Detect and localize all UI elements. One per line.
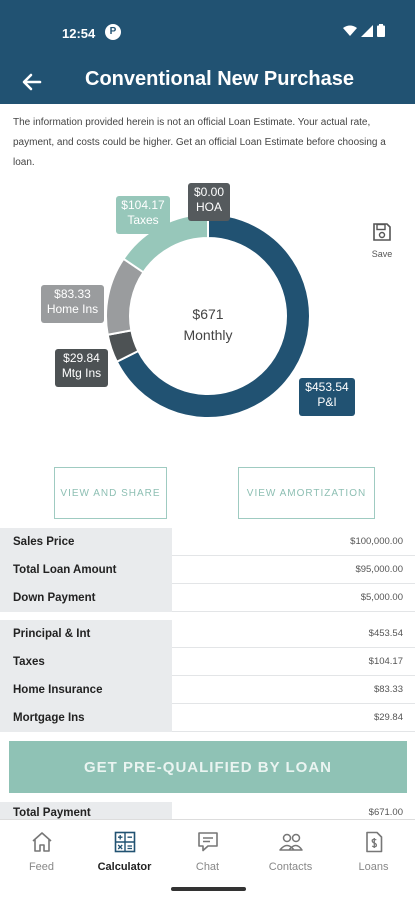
row-value: $83.33	[172, 676, 415, 704]
row-value: $100,000.00	[172, 528, 415, 556]
chip-hoa-value: $0.00	[193, 185, 225, 199]
table-row: Principal & Int $453.54	[0, 620, 415, 648]
row-label: Principal & Int	[0, 620, 172, 648]
loans-icon	[365, 831, 382, 853]
contacts-icon	[278, 833, 303, 851]
app-bar: Conventional New Purchase	[0, 60, 415, 104]
view-and-share-label: VIEW AND SHARE	[60, 487, 161, 499]
chip-home-ins-name: Home Ins	[46, 302, 99, 316]
chip-pi-value: $453.54	[305, 380, 349, 394]
table-row: Home Insurance $83.33	[0, 676, 415, 704]
row-value: $29.84	[172, 704, 415, 732]
table-row-partial: Total Payment $671.00	[0, 802, 415, 820]
table-row: Total Loan Amount $95,000.00	[0, 556, 415, 584]
table-row: Sales Price $100,000.00	[0, 528, 415, 556]
page-title: Conventional New Purchase	[85, 68, 354, 90]
nav-label: Contacts	[268, 861, 313, 873]
wifi-icon	[343, 25, 357, 36]
row-value: $453.54	[172, 620, 415, 648]
payment-breakdown-table: Principal & Int $453.54 Taxes $104.17 Ho…	[0, 620, 415, 732]
bottom-navigation: Feed Calculator Chat Contacts Loans	[0, 819, 415, 881]
slice-p-i	[115, 212, 311, 419]
center-value: $671	[192, 306, 223, 322]
slice-taxes	[122, 212, 209, 274]
chip-taxes: $104.17 Taxes	[116, 196, 170, 234]
back-arrow-icon[interactable]	[18, 68, 46, 96]
chip-hoa-name: HOA	[195, 200, 222, 214]
nav-label: Loans	[358, 861, 389, 873]
row-label: Total Payment	[0, 802, 172, 820]
payment-donut-chart: $671 Monthly	[105, 212, 311, 419]
chip-hoa: $0.00 HOA	[188, 183, 230, 221]
status-time: 12:54	[62, 26, 96, 41]
home-gesture-bar[interactable]	[171, 887, 246, 891]
save-label: Save	[371, 249, 393, 259]
row-value: $104.17	[172, 648, 415, 676]
nav-item-calculator[interactable]: Calculator	[83, 820, 166, 881]
chip-mtg-ins: $29.84 Mtg Ins	[55, 349, 108, 387]
row-label: Mortgage Ins	[0, 704, 172, 732]
view-and-share-button[interactable]: VIEW AND SHARE	[54, 467, 167, 519]
save-button[interactable]: Save	[368, 222, 396, 259]
battery-icon	[377, 24, 385, 37]
row-value: $95,000.00	[172, 556, 415, 584]
row-value: $671.00	[172, 802, 415, 820]
save-icon	[373, 223, 391, 241]
app-notification-icon: P	[105, 24, 121, 40]
calculator-icon	[114, 831, 135, 853]
slice-home-ins	[105, 257, 145, 336]
nav-item-feed[interactable]: Feed	[0, 820, 83, 881]
nav-item-contacts[interactable]: Contacts	[249, 820, 332, 881]
row-label: Sales Price	[0, 528, 172, 556]
loan-summary-table: Sales Price $100,000.00 Total Loan Amoun…	[0, 528, 415, 612]
signal-icon	[361, 24, 373, 37]
nav-item-loans[interactable]: Loans	[332, 820, 415, 881]
gesture-area	[0, 881, 415, 900]
chat-icon	[197, 832, 218, 852]
chip-taxes-value: $104.17	[121, 198, 165, 212]
chip-pi: $453.54 P&I	[299, 378, 355, 416]
table-row: Mortgage Ins $29.84	[0, 704, 415, 732]
view-amortization-label: VIEW AMORTIZATION	[246, 487, 367, 499]
nav-label: Calculator	[97, 861, 152, 873]
nav-label: Chat	[195, 861, 220, 873]
row-label: Taxes	[0, 648, 172, 676]
disclaimer-text: The information provided herein is not a…	[13, 117, 386, 168]
chip-home-ins-value: $83.33	[54, 287, 91, 301]
get-pre-qualified-label: GET PRE-QUALIFIED BY LOAN	[83, 758, 333, 776]
chip-taxes-name: Taxes	[127, 213, 159, 227]
chip-mtg-ins-value: $29.84	[63, 351, 100, 365]
row-label: Down Payment	[0, 584, 172, 612]
nav-item-chat[interactable]: Chat	[166, 820, 249, 881]
chip-mtg-ins-name: Mtg Ins	[61, 366, 102, 380]
table-row: Down Payment $5,000.00	[0, 584, 415, 612]
home-icon	[31, 832, 52, 852]
center-label: Monthly	[183, 327, 232, 343]
view-amortization-button[interactable]: VIEW AMORTIZATION	[238, 467, 375, 519]
chip-home-ins: $83.33 Home Ins	[41, 285, 104, 323]
table-row: Taxes $104.17	[0, 648, 415, 676]
chip-pi-name: P&I	[317, 395, 337, 409]
row-value: $5,000.00	[172, 584, 415, 612]
row-label: Total Loan Amount	[0, 556, 172, 584]
status-bar: 12:54 P	[0, 0, 415, 60]
get-pre-qualified-button[interactable]: GET PRE-QUALIFIED BY LOAN	[9, 741, 407, 793]
nav-label: Feed	[28, 861, 55, 873]
status-icons	[343, 24, 385, 37]
row-label: Home Insurance	[0, 676, 172, 704]
